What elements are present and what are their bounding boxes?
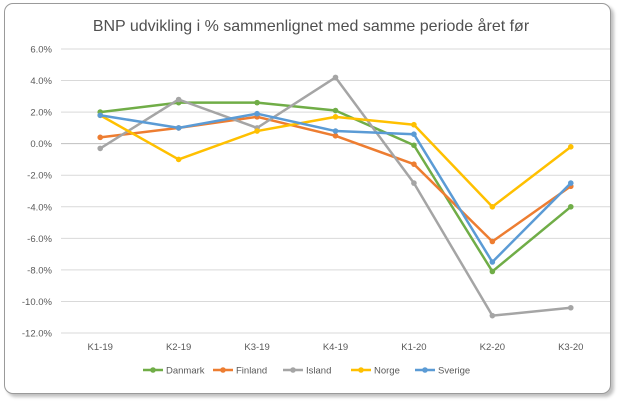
data-point — [332, 107, 339, 114]
data-point — [175, 156, 182, 163]
data-point — [489, 268, 496, 275]
legend-label: Danmark — [166, 366, 205, 377]
y-axis-tick-labels: 6.0% 4.0% 2.0% 0.0% -2.0% -4.0% -6.0% -8.0% -10.… — [22, 45, 53, 340]
series-lines — [97, 74, 574, 319]
data-point — [254, 128, 260, 134]
data-point — [411, 180, 417, 186]
data-point — [567, 180, 574, 186]
legend-item-finland: Finland — [213, 366, 267, 377]
y-tick-label: -2.0% — [27, 171, 52, 182]
series-norge — [97, 112, 574, 210]
series-sverige — [97, 110, 574, 265]
legend-marker — [220, 367, 226, 373]
data-point — [567, 144, 574, 150]
data-point — [411, 161, 417, 167]
legend-label: Finland — [236, 366, 267, 377]
data-point — [489, 203, 496, 210]
data-point — [332, 128, 339, 134]
legend-label: Island — [306, 366, 331, 377]
y-tick-label: 6.0% — [30, 45, 52, 56]
data-point — [489, 238, 496, 245]
data-point — [332, 132, 339, 139]
data-point — [567, 203, 574, 210]
data-point — [175, 96, 182, 103]
legend-marker — [422, 367, 428, 373]
x-tick-label: K3-20 — [558, 342, 583, 353]
legend: Danmark Finland Island Norge Sverige — [143, 366, 470, 377]
data-point — [332, 114, 339, 120]
x-tick-label: K4-19 — [323, 342, 348, 353]
legend-item-sverige: Sverige — [415, 366, 470, 377]
x-tick-label: K1-19 — [88, 342, 113, 353]
legend-marker — [150, 367, 156, 373]
data-point — [254, 110, 260, 117]
data-point — [254, 99, 260, 106]
y-tick-label: -8.0% — [27, 265, 52, 276]
legend-item-island: Island — [283, 366, 331, 377]
y-tick-label: -12.0% — [22, 329, 53, 340]
y-tick-label: 0.0% — [30, 139, 52, 150]
data-point — [97, 112, 104, 119]
x-tick-label: K1-20 — [401, 342, 426, 353]
x-tick-label: K2-19 — [166, 342, 191, 353]
chart-title: BNP udvikling i % sammenlignet med samme… — [93, 17, 530, 35]
legend-marker — [358, 367, 364, 373]
data-point — [411, 131, 417, 137]
chart-area — [4, 3, 611, 394]
y-tick-label: -10.0% — [22, 297, 53, 308]
y-tick-label: 4.0% — [30, 76, 52, 87]
data-point — [489, 259, 496, 265]
legend-marker — [290, 367, 296, 373]
x-tick-label: K3-19 — [244, 342, 269, 353]
legend-item-danmark: Danmark — [143, 366, 205, 377]
gridlines — [61, 48, 610, 334]
series-island — [97, 74, 574, 319]
data-point — [567, 304, 574, 311]
data-point — [175, 125, 182, 131]
data-point — [411, 142, 417, 149]
legend-label: Sverige — [438, 366, 470, 377]
data-point — [411, 121, 417, 128]
legend-item-norge: Norge — [351, 366, 400, 377]
y-tick-label: -4.0% — [27, 202, 52, 213]
x-tick-label: K2-20 — [480, 342, 505, 353]
x-axis-tick-labels: K1-19 K2-19 K3-19 K4-19 K1-20 K2-20 K3-20 — [88, 342, 584, 353]
data-point — [489, 312, 496, 319]
data-point — [332, 74, 339, 81]
legend-label: Norge — [374, 366, 400, 377]
data-point — [97, 134, 104, 141]
data-point — [97, 145, 104, 152]
y-tick-label: 2.0% — [30, 108, 52, 119]
y-tick-label: -6.0% — [27, 234, 52, 245]
